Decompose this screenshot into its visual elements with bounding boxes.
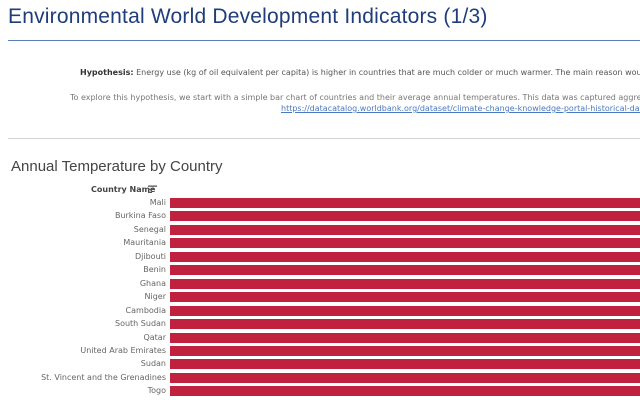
- hypothesis-text: Hypothesis: Energy use (kg of oil equiva…: [80, 68, 640, 77]
- temperature-bar[interactable]: [170, 251, 640, 262]
- country-label[interactable]: Senegal: [133, 224, 166, 234]
- country-label[interactable]: Djibouti: [134, 251, 166, 261]
- temperature-bar[interactable]: [170, 372, 640, 383]
- country-label[interactable]: Ghana: [139, 278, 166, 288]
- temperature-bar[interactable]: [170, 211, 640, 222]
- country-label[interactable]: Niger: [144, 292, 167, 302]
- temperature-bar[interactable]: [170, 198, 640, 208]
- temperature-bar[interactable]: [170, 278, 640, 289]
- country-label[interactable]: St. Vincent and the Grenadines: [41, 372, 166, 382]
- temperature-bar[interactable]: [170, 265, 640, 276]
- country-label[interactable]: Mali: [149, 198, 166, 207]
- temperature-bar[interactable]: [170, 359, 640, 370]
- hypothesis-label: Hypothesis:: [80, 68, 134, 77]
- country-label[interactable]: Qatar: [143, 332, 166, 342]
- country-label[interactable]: South Sudan: [115, 319, 166, 329]
- sort-descending-icon[interactable]: [148, 185, 157, 194]
- temperature-bar[interactable]: [170, 332, 640, 343]
- source-link[interactable]: https://datacatalog.worldbank.org/datase…: [281, 104, 640, 113]
- title-divider: [8, 40, 640, 41]
- temperature-bar[interactable]: [170, 386, 640, 397]
- country-label[interactable]: Burkina Faso: [114, 211, 166, 221]
- temperature-bar[interactable]: [170, 319, 640, 330]
- country-label[interactable]: Cambodia: [125, 305, 166, 315]
- hypothesis-body: Energy use (kg of oil equivalent per cap…: [133, 68, 640, 77]
- page-title: Environmental World Development Indicato…: [8, 5, 488, 28]
- temperature-bar[interactable]: [170, 292, 640, 303]
- country-label[interactable]: Togo: [147, 386, 166, 396]
- explore-text: To explore this hypothesis, we start wit…: [70, 93, 640, 102]
- temperature-bar[interactable]: [170, 305, 640, 316]
- country-label[interactable]: Benin: [143, 265, 166, 275]
- country-label[interactable]: Sudan: [140, 359, 166, 369]
- country-name-header[interactable]: Country Name: [91, 185, 156, 194]
- temperature-bar[interactable]: [170, 224, 640, 235]
- country-label[interactable]: United Arab Emirates: [80, 345, 166, 355]
- chart-title: Annual Temperature by Country: [11, 158, 223, 175]
- section-divider: [8, 138, 640, 139]
- temperature-bar[interactable]: [170, 345, 640, 356]
- temperature-bar[interactable]: [170, 238, 640, 249]
- country-label[interactable]: Mauritania: [123, 238, 166, 248]
